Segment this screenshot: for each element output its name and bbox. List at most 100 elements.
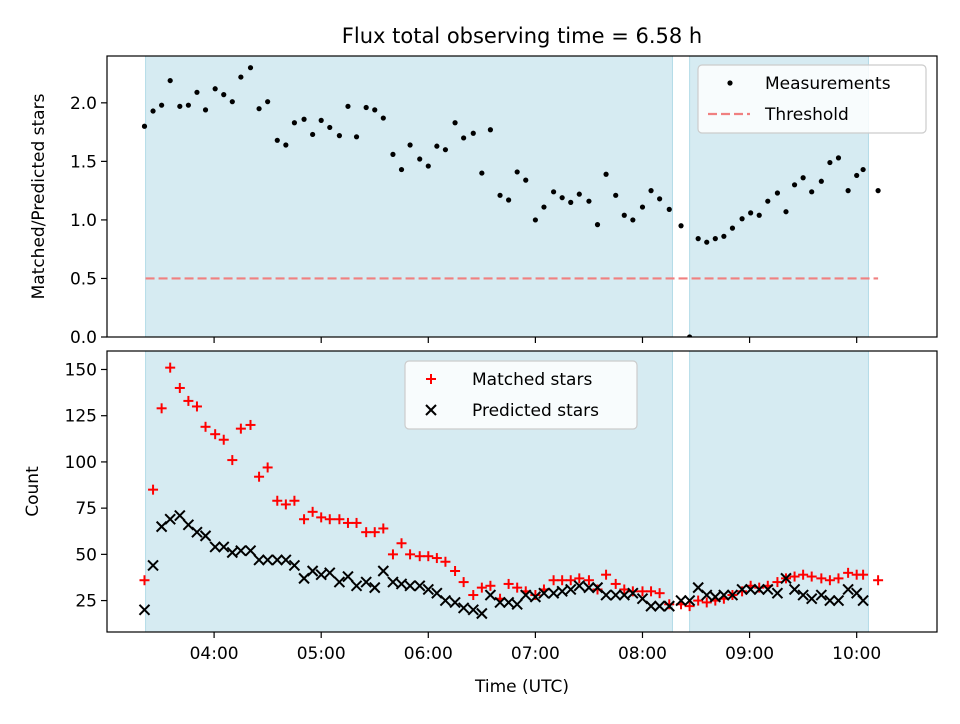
data-point xyxy=(177,103,183,109)
data-point xyxy=(405,549,416,560)
data-point xyxy=(514,169,520,175)
data-point xyxy=(164,513,176,525)
data-point xyxy=(407,142,413,148)
data-point xyxy=(235,423,246,434)
data-point xyxy=(497,192,503,198)
data-point xyxy=(653,600,666,612)
data-point xyxy=(185,102,191,108)
data-point xyxy=(191,526,203,538)
y-tick-label: 100 xyxy=(65,453,97,473)
data-point xyxy=(440,556,451,567)
data-point xyxy=(520,589,532,601)
axes-frame xyxy=(106,55,938,338)
data-point xyxy=(261,554,274,566)
data-point xyxy=(306,565,319,577)
data-point xyxy=(353,134,360,140)
data-point xyxy=(165,362,176,373)
data-point xyxy=(342,570,354,583)
data-point xyxy=(806,571,817,582)
data-point xyxy=(387,549,398,560)
data-point xyxy=(771,587,784,599)
data-point xyxy=(417,156,423,162)
data-point xyxy=(684,601,695,612)
data-point xyxy=(324,514,335,525)
data-point xyxy=(630,217,636,223)
data-point xyxy=(235,544,247,557)
legend-box xyxy=(697,64,927,134)
data-point xyxy=(254,471,265,482)
data-point xyxy=(387,576,399,588)
data-point xyxy=(550,189,557,195)
data-point xyxy=(854,172,860,179)
data-point xyxy=(229,99,235,105)
data-point xyxy=(262,462,273,473)
data-point xyxy=(756,212,762,218)
data-point xyxy=(503,578,514,589)
data-point xyxy=(442,147,449,153)
data-point xyxy=(547,587,560,599)
data-point xyxy=(404,580,416,592)
data-point xyxy=(218,541,230,553)
data-point xyxy=(646,586,657,597)
data-point xyxy=(363,104,369,111)
data-point xyxy=(645,600,657,612)
data-point xyxy=(156,403,167,414)
data-point xyxy=(637,586,648,597)
legend-label: Measurements xyxy=(765,74,891,94)
data-point xyxy=(576,191,582,197)
data-point xyxy=(351,517,362,528)
data-point xyxy=(360,576,372,588)
data-point xyxy=(666,206,672,212)
data-point xyxy=(336,133,342,139)
data-point xyxy=(221,92,227,98)
x-tick-label: 10:00 xyxy=(832,644,881,664)
data-point xyxy=(523,177,529,183)
observing-interval-2 xyxy=(689,351,869,632)
data-point xyxy=(506,197,512,203)
data-point xyxy=(422,583,434,596)
legend-label: Matched stars xyxy=(472,370,592,390)
data-point xyxy=(301,116,307,122)
data-point xyxy=(238,74,244,80)
data-point xyxy=(316,512,327,523)
data-point xyxy=(791,182,798,188)
data-point xyxy=(449,596,461,609)
data-point xyxy=(487,127,494,133)
data-point xyxy=(280,499,291,510)
ratio-panel: 0.0 0.5 1.0 1.5 2.0 Matched/Predicted stars Me… xyxy=(29,55,938,348)
data-point xyxy=(431,553,442,564)
data-point xyxy=(194,89,200,95)
data-point xyxy=(619,584,630,595)
data-point xyxy=(423,551,434,562)
data-point xyxy=(805,593,818,605)
data-point xyxy=(209,541,221,553)
y-tick-label: 1.0 xyxy=(70,211,97,231)
data-point xyxy=(842,583,854,596)
data-point xyxy=(687,334,693,337)
data-point xyxy=(247,65,254,71)
data-point xyxy=(377,565,390,577)
data-point xyxy=(618,589,630,601)
y-tick-label: 50 xyxy=(75,545,97,565)
data-point xyxy=(873,575,884,586)
data-point xyxy=(797,589,809,601)
data-point xyxy=(369,527,380,538)
data-point xyxy=(245,419,256,430)
data-point xyxy=(613,192,619,198)
data-point xyxy=(141,123,148,129)
data-point xyxy=(744,583,757,596)
data-point xyxy=(439,594,452,607)
count-panel: 25 50 75 100 125 150 04:00 05:00 06:00 07:00 08:00… xyxy=(23,350,938,697)
data-point xyxy=(583,575,594,586)
legend-handle xyxy=(425,404,437,416)
legend: Matched stars Predicted stars xyxy=(404,360,638,430)
data-point xyxy=(816,573,827,584)
legend-box xyxy=(404,360,638,430)
data-point xyxy=(557,575,568,586)
data-point xyxy=(361,527,372,538)
data-point xyxy=(485,580,496,591)
data-point xyxy=(798,569,809,580)
y-tick-label: 125 xyxy=(65,407,97,427)
data-point xyxy=(200,421,211,432)
